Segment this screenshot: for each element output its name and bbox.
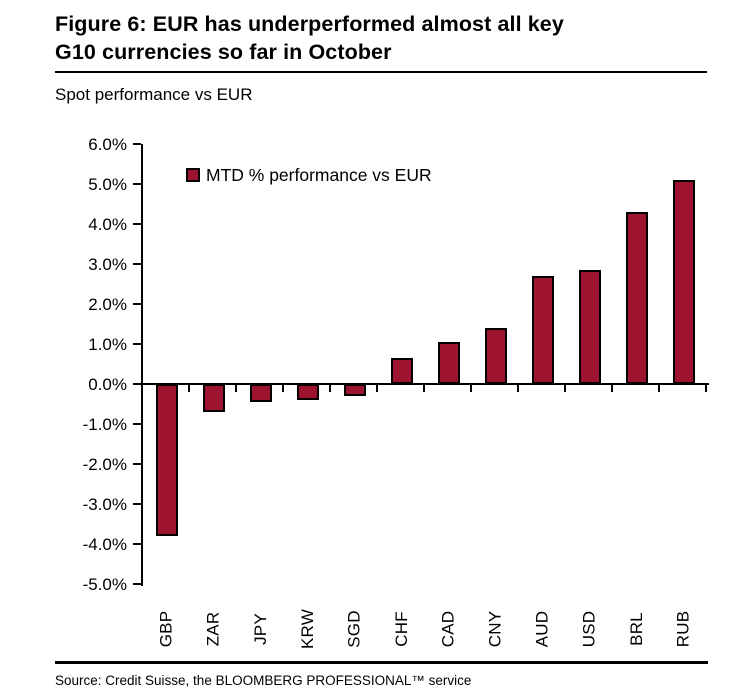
x-axis-category-text: CNY: [485, 610, 505, 648]
bar-jpy: [249, 384, 272, 402]
y-axis-tick-label: -1.0%: [82, 414, 127, 434]
x-axis-category-label: ZAR: [190, 594, 237, 664]
x-axis-category-text: ZAR: [203, 611, 223, 647]
x-axis-category-label: CNY: [472, 594, 519, 664]
y-axis-tick: [133, 463, 141, 465]
x-axis-category-label: CHF: [378, 594, 425, 664]
y-axis-tick-label: 2.0%: [88, 294, 127, 314]
y-axis-tick: [133, 143, 141, 145]
y-axis-line: [141, 144, 143, 586]
y-axis-tick: [133, 383, 141, 385]
x-axis-category-label: CAD: [425, 594, 472, 664]
x-axis-tick: [470, 384, 472, 392]
footer-divider: [55, 661, 708, 664]
bar-brl: [625, 212, 648, 384]
y-axis-tick: [133, 223, 141, 225]
y-axis-tick-label: 0.0%: [88, 374, 127, 394]
x-axis-category-text: SGD: [344, 610, 364, 648]
y-axis-tick: [133, 583, 141, 585]
chart-legend: MTD % performance vs EUR: [186, 165, 432, 185]
legend-swatch-icon: [186, 168, 200, 182]
x-axis-category-label: KRW: [284, 594, 331, 664]
y-axis-tick-label: 4.0%: [88, 214, 127, 234]
x-axis-tick: [611, 384, 613, 392]
y-axis-tick: [133, 183, 141, 185]
x-axis-tick: [705, 384, 707, 392]
x-axis-tick: [517, 384, 519, 392]
x-axis-category-text: USD: [579, 610, 599, 648]
x-axis-category-label: USD: [566, 594, 613, 664]
x-axis-tick: [329, 384, 331, 392]
x-axis-tick: [376, 384, 378, 392]
legend-label: MTD % performance vs EUR: [206, 165, 432, 185]
y-axis-tick-label: -3.0%: [82, 494, 127, 514]
x-axis-category-text: CAD: [438, 610, 458, 648]
y-axis-tick-label: 1.0%: [88, 334, 127, 354]
y-axis-tick: [133, 343, 141, 345]
figure-title-line2: G10 currencies so far in October: [55, 40, 392, 64]
x-axis-category-label: AUD: [519, 594, 566, 664]
y-axis-tick: [133, 303, 141, 305]
bar-sgd: [343, 384, 366, 396]
y-axis-tick-label: -2.0%: [82, 454, 127, 474]
figure-subtitle: Spot performance vs EUR: [55, 85, 253, 104]
x-axis-tick: [564, 384, 566, 392]
title-divider: [55, 71, 707, 73]
x-axis-category-text: GBP: [156, 610, 176, 648]
bar-aud: [531, 276, 554, 384]
x-axis-category-text: KRW: [297, 609, 317, 649]
y-axis-tick-label: -5.0%: [82, 574, 127, 594]
x-axis-category-text: JPY: [250, 613, 270, 645]
y-axis-tick: [133, 503, 141, 505]
x-axis-tick: [658, 384, 660, 392]
y-axis-tick-label: 6.0%: [88, 134, 127, 154]
x-axis-tick: [235, 384, 237, 392]
x-axis-category-label: SGD: [331, 594, 378, 664]
x-axis-category-label: RUB: [660, 594, 707, 664]
x-axis-tick: [282, 384, 284, 392]
bar-chf: [390, 358, 413, 384]
source-note: Source: Credit Suisse, the BLOOMBERG PRO…: [55, 673, 472, 688]
bar-cad: [437, 342, 460, 384]
plot-area: MTD % performance vs EUR 6.0% 5.0% 4.0% 3.0…: [83, 135, 709, 649]
x-axis-category-text: CHF: [391, 611, 411, 647]
x-axis-category-label: JPY: [237, 594, 284, 664]
x-axis-tick: [423, 384, 425, 392]
x-axis-category-label: BRL: [613, 594, 660, 664]
bar-rub: [672, 180, 695, 384]
bar-cny: [484, 328, 507, 384]
bar-usd: [578, 270, 601, 384]
y-axis-tick: [133, 263, 141, 265]
x-axis-category-text: AUD: [532, 610, 552, 648]
bar-zar: [202, 384, 225, 412]
x-axis-category-text: RUB: [673, 610, 693, 648]
figure-title: Figure 6: EUR has underperformed almost …: [55, 10, 695, 66]
figure-title-line1: Figure 6: EUR has underperformed almost …: [55, 12, 564, 36]
x-axis-category-label: GBP: [143, 594, 190, 664]
y-axis-tick-label: 3.0%: [88, 254, 127, 274]
y-axis-tick-label: 5.0%: [88, 174, 127, 194]
y-axis-tick: [133, 423, 141, 425]
y-axis-tick-label: -4.0%: [82, 534, 127, 554]
bar-gbp: [155, 384, 178, 536]
x-axis-tick: [188, 384, 190, 392]
y-axis-tick: [133, 543, 141, 545]
x-axis-category-text: BRL: [626, 612, 646, 646]
bar-krw: [296, 384, 319, 400]
x-axis-line: [141, 383, 709, 385]
